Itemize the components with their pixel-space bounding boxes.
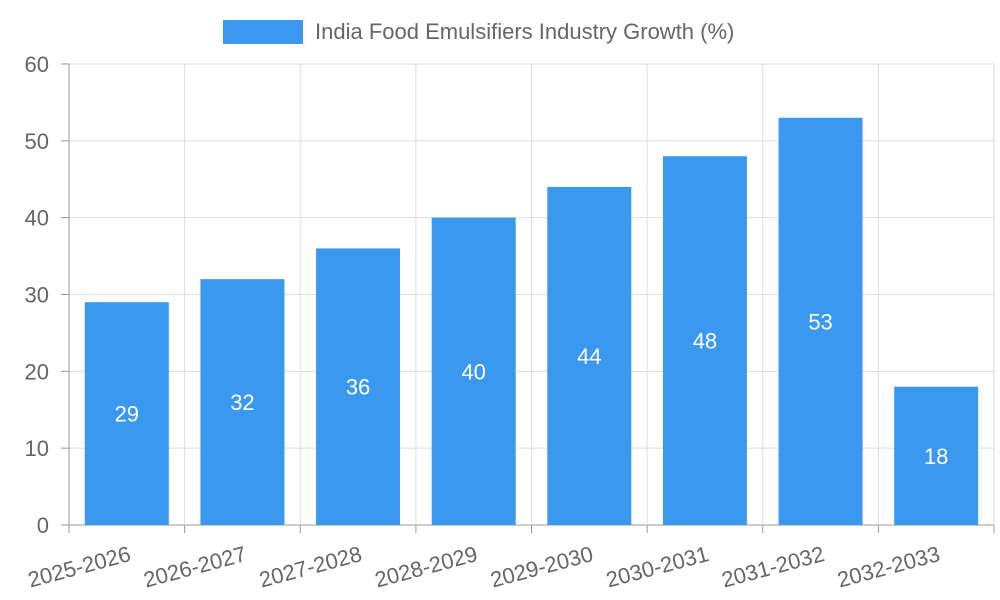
bar[interactable] — [662, 156, 747, 525]
x-tick-label: 2031-2032 — [719, 541, 827, 592]
bar-value-label: 32 — [230, 390, 254, 415]
bar-value-label: 48 — [693, 329, 717, 354]
x-tick-label: 2028-2029 — [372, 541, 480, 592]
bar[interactable] — [778, 117, 863, 526]
x-tick-label: 2025-2026 — [25, 541, 133, 592]
y-tick-label: 40 — [25, 206, 49, 231]
x-tick-label: 2027-2028 — [256, 541, 364, 592]
bar-value-label: 44 — [577, 344, 601, 369]
x-tick-label: 2029-2030 — [488, 541, 596, 592]
bars-layer: 29 32 36 40 44 48 53 18 — [84, 117, 979, 526]
bar[interactable] — [431, 217, 516, 525]
bar-value-label: 18 — [924, 444, 948, 469]
bar[interactable] — [84, 302, 169, 525]
y-tick-label: 10 — [25, 436, 49, 461]
bar-value-label: 40 — [461, 359, 485, 384]
bar-value-label: 53 — [808, 309, 832, 334]
bar[interactable] — [316, 248, 401, 525]
y-tick-label: 20 — [25, 359, 49, 384]
legend[interactable]: India Food Emulsifiers Industry Growth (… — [223, 19, 734, 44]
x-tick-label: 2030-2031 — [603, 541, 711, 592]
y-tick-label: 0 — [37, 513, 49, 538]
legend-label[interactable]: India Food Emulsifiers Industry Growth (… — [315, 19, 734, 44]
bar-value-label: 29 — [115, 402, 139, 427]
y-tick-label: 60 — [25, 52, 49, 77]
bar-value-label: 36 — [346, 375, 370, 400]
y-tick-label: 50 — [25, 129, 49, 154]
bar[interactable] — [200, 279, 285, 525]
bar[interactable] — [894, 386, 979, 525]
x-tick-label: 2026-2027 — [141, 541, 249, 592]
x-tick-label: 2032-2033 — [835, 541, 943, 592]
y-tick-label: 30 — [25, 283, 49, 308]
bar[interactable] — [547, 186, 632, 525]
legend-swatch[interactable] — [223, 20, 303, 44]
